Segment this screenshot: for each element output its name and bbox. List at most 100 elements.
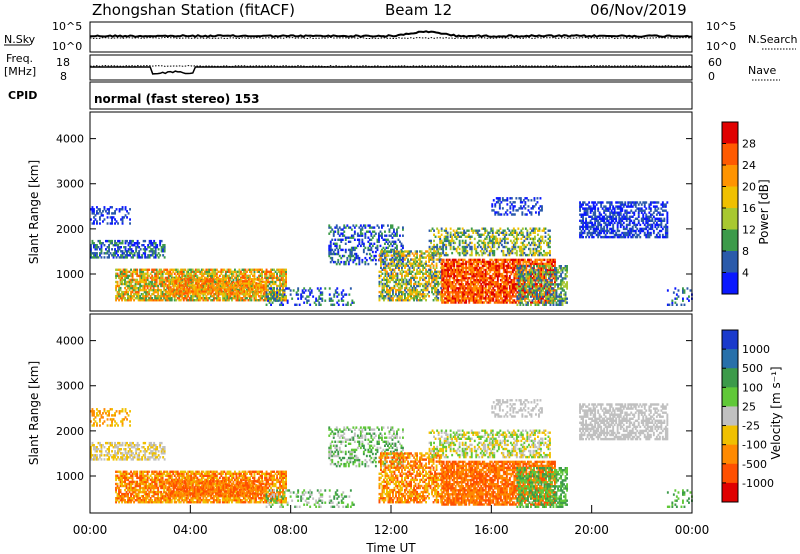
power-cell bbox=[398, 280, 400, 284]
power-cell bbox=[163, 244, 166, 247]
power-cell bbox=[279, 284, 281, 288]
power-cell bbox=[330, 303, 333, 306]
power-cell bbox=[486, 291, 489, 294]
power-cell bbox=[100, 252, 103, 255]
power-cell bbox=[379, 244, 382, 248]
power-cell bbox=[144, 248, 147, 251]
power-cell bbox=[190, 286, 193, 290]
power-cell bbox=[228, 274, 230, 278]
power-cell bbox=[396, 244, 398, 248]
power-cell bbox=[401, 274, 403, 278]
power-cell bbox=[493, 276, 496, 280]
power-cell bbox=[93, 210, 95, 213]
power-cell bbox=[118, 276, 120, 280]
power-cell bbox=[393, 262, 396, 265]
power-cell bbox=[433, 251, 435, 255]
power-cell bbox=[365, 252, 368, 256]
power-cell bbox=[429, 270, 432, 273]
power-cell bbox=[408, 266, 411, 269]
power-cell bbox=[276, 293, 278, 296]
power-cell bbox=[121, 278, 123, 282]
power-cell bbox=[159, 254, 162, 257]
power-cell bbox=[262, 295, 265, 298]
noise-search-trace bbox=[89, 36, 693, 40]
power-cell bbox=[551, 281, 553, 284]
power-cell bbox=[484, 283, 487, 286]
power-cell bbox=[370, 248, 373, 252]
power-cell bbox=[499, 231, 502, 234]
power-cell bbox=[373, 254, 376, 258]
power-cell bbox=[465, 270, 468, 274]
power-cell bbox=[128, 280, 131, 284]
power-cell bbox=[187, 299, 190, 302]
power-cell bbox=[393, 258, 396, 261]
power-cell bbox=[292, 289, 295, 292]
power-cell bbox=[524, 227, 527, 230]
power-cell bbox=[380, 258, 382, 261]
power-cell bbox=[280, 278, 283, 282]
power-cell bbox=[115, 295, 117, 298]
power-cell bbox=[160, 288, 163, 292]
power-cell bbox=[516, 268, 519, 272]
power-cell bbox=[96, 210, 98, 213]
power-cell bbox=[468, 285, 471, 288]
power-cell bbox=[174, 282, 177, 285]
power-cell bbox=[268, 299, 271, 302]
power-cell bbox=[543, 253, 545, 257]
power-cell bbox=[511, 229, 514, 232]
power-cell bbox=[244, 299, 247, 302]
power-cell bbox=[442, 287, 445, 290]
power-cell bbox=[532, 243, 535, 247]
power-cell bbox=[505, 233, 508, 236]
power-cell bbox=[124, 274, 126, 278]
power-cell bbox=[254, 278, 256, 281]
power-cell bbox=[513, 281, 516, 284]
power-cell bbox=[212, 284, 215, 288]
power-cell bbox=[90, 248, 92, 251]
power-cell bbox=[417, 299, 420, 302]
power-cell bbox=[271, 272, 274, 275]
power-cell bbox=[448, 243, 451, 247]
power-cell bbox=[457, 227, 460, 230]
power-cell bbox=[155, 297, 158, 300]
power-cell bbox=[431, 258, 433, 261]
power-cell bbox=[280, 288, 283, 292]
power-cell bbox=[224, 299, 227, 302]
power-cell bbox=[183, 292, 186, 295]
power-cell bbox=[513, 268, 516, 272]
power-cell bbox=[149, 288, 152, 292]
power-cell bbox=[464, 235, 467, 238]
power-cell bbox=[484, 299, 487, 302]
power-cell bbox=[417, 293, 420, 296]
power-cell bbox=[513, 301, 516, 304]
power-cell bbox=[516, 272, 519, 276]
power-cell bbox=[501, 276, 504, 280]
cpid-panel-frame bbox=[89, 81, 693, 110]
power-cell bbox=[279, 288, 281, 292]
power-cell bbox=[477, 272, 480, 276]
power-cell bbox=[208, 297, 211, 300]
power-cell bbox=[546, 301, 549, 304]
power-cell bbox=[437, 280, 440, 284]
power-cell bbox=[166, 278, 169, 282]
power-cell bbox=[384, 268, 387, 271]
power-cell bbox=[426, 274, 429, 278]
power-cell bbox=[503, 245, 506, 249]
power-cell bbox=[417, 295, 420, 298]
power-cell bbox=[146, 284, 149, 288]
power-cell bbox=[175, 282, 178, 285]
power-cell bbox=[367, 248, 370, 252]
power-cell bbox=[91, 252, 94, 255]
power-cell bbox=[250, 290, 253, 294]
power-cell bbox=[114, 239, 116, 243]
power-cell bbox=[229, 282, 232, 286]
power-cell bbox=[139, 297, 142, 300]
power-cell bbox=[449, 239, 452, 243]
power-cell bbox=[404, 288, 406, 292]
power-cell bbox=[441, 285, 444, 288]
power-cell bbox=[265, 272, 268, 275]
power-cell bbox=[531, 270, 534, 274]
power-cell bbox=[446, 237, 449, 241]
power-cell bbox=[200, 270, 203, 273]
power-cell bbox=[285, 287, 287, 290]
